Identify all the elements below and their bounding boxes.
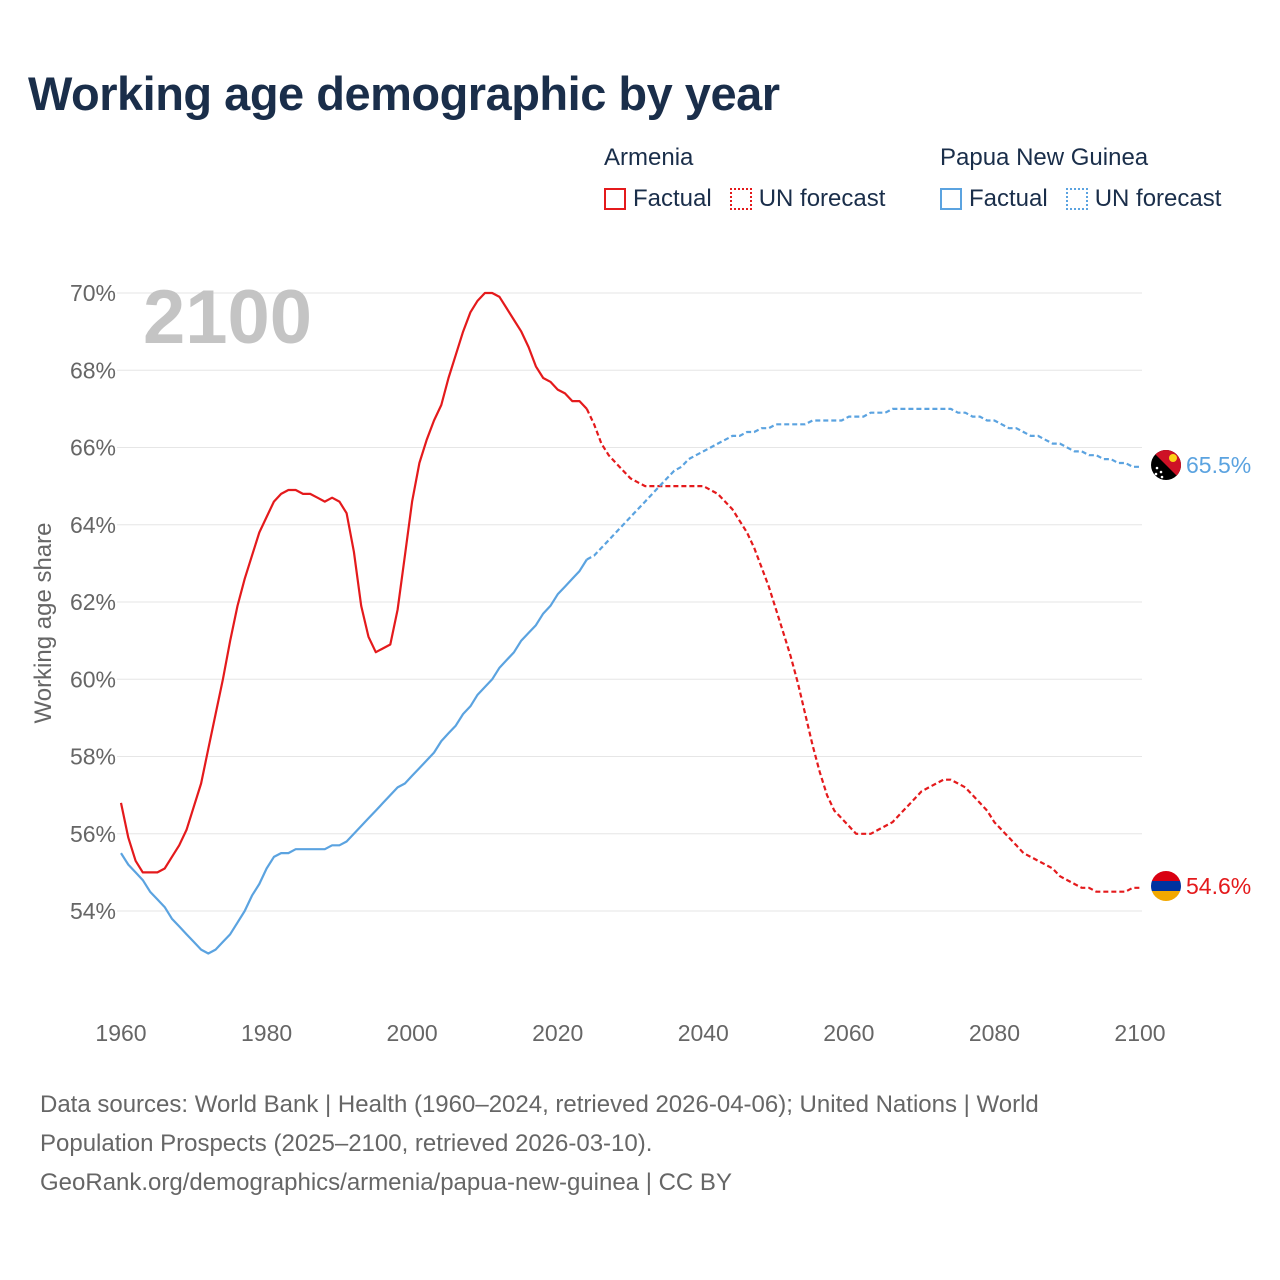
y-axis-ticks: 54% 56% 58% 60% 62% 64% 66% 68% 70% xyxy=(70,280,116,924)
legend-png-forecast[interactable]: UN forecast xyxy=(1065,185,1222,213)
solid-swatch-icon xyxy=(604,188,626,210)
y-tick-label: 58% xyxy=(70,744,116,770)
papua-new-guinea-forecast-line xyxy=(586,407,1140,561)
series-lines xyxy=(119,291,1140,955)
papua-new-guinea-factual-line xyxy=(120,558,588,955)
armenia-factual-line xyxy=(119,291,588,874)
y-axis-label: Working age share xyxy=(30,523,57,724)
x-tick-label: 2020 xyxy=(532,1020,583,1046)
y-tick-label: 70% xyxy=(70,280,116,306)
armenia-flag-icon xyxy=(1151,871,1181,901)
legend-armenia-forecast-label: UN forecast xyxy=(758,185,886,212)
armenia-forecast-line xyxy=(585,408,1140,893)
armenia-end-label: 54.6% xyxy=(1186,873,1251,899)
dotted-swatch-icon xyxy=(1065,188,1088,210)
y-tick-label: 62% xyxy=(70,589,116,615)
source-line-2: Population Prospects (2025–2100, retriev… xyxy=(40,1130,653,1157)
x-axis-ticks: 1960 1980 2000 2020 2040 2060 2080 2100 xyxy=(95,1020,1165,1046)
y-tick-label: 68% xyxy=(70,357,116,383)
legend-png-factual[interactable]: Factual xyxy=(940,185,1048,213)
legend-png-forecast-label: UN forecast xyxy=(1094,185,1222,212)
gridlines xyxy=(117,292,1142,912)
x-tick-label: 2040 xyxy=(678,1020,729,1046)
x-tick-label: 1980 xyxy=(241,1020,292,1046)
x-tick-label: 2060 xyxy=(823,1020,874,1046)
y-tick-label: 66% xyxy=(70,435,116,461)
y-tick-label: 56% xyxy=(70,821,116,847)
legend-armenia-forecast[interactable]: UN forecast xyxy=(729,185,886,213)
x-tick-label: 2100 xyxy=(1114,1020,1165,1046)
x-tick-label: 1960 xyxy=(95,1020,146,1046)
legend-png: Papua New Guinea Factual UN forecast xyxy=(940,143,1221,213)
y-tick-label: 60% xyxy=(70,666,116,692)
x-tick-label: 2080 xyxy=(969,1020,1020,1046)
source-footer: Data sources: World Bank | Health (1960–… xyxy=(40,1085,1220,1202)
source-link[interactable]: GeoRank.org/demographics/armenia/papua-n… xyxy=(40,1169,732,1196)
chart-title: Working age demographic by year xyxy=(28,67,780,120)
papua-new-guinea-flag-icon xyxy=(1151,450,1181,480)
legend-armenia-factual-label: Factual xyxy=(633,185,712,212)
dotted-swatch-icon xyxy=(729,188,752,210)
solid-swatch-icon xyxy=(940,188,962,210)
line-chart: 54% 56% 58% 60% 62% 64% 66% 68% 70% 1960 1980 2000… xyxy=(30,275,1251,1046)
legend-armenia: Armenia Factual UN forecast xyxy=(604,143,885,213)
legend-armenia-factual[interactable]: Factual xyxy=(604,185,712,213)
big-year-label: 2100 xyxy=(143,275,312,360)
legend-armenia-name: Armenia xyxy=(604,144,694,171)
y-tick-label: 64% xyxy=(70,512,116,538)
y-tick-label: 54% xyxy=(70,898,116,924)
x-tick-label: 2000 xyxy=(387,1020,438,1046)
legend-png-name: Papua New Guinea xyxy=(940,144,1149,171)
png-end-label: 65.5% xyxy=(1186,452,1251,478)
legend-png-factual-label: Factual xyxy=(969,185,1048,212)
source-line-1: Data sources: World Bank | Health (1960–… xyxy=(40,1091,1039,1118)
